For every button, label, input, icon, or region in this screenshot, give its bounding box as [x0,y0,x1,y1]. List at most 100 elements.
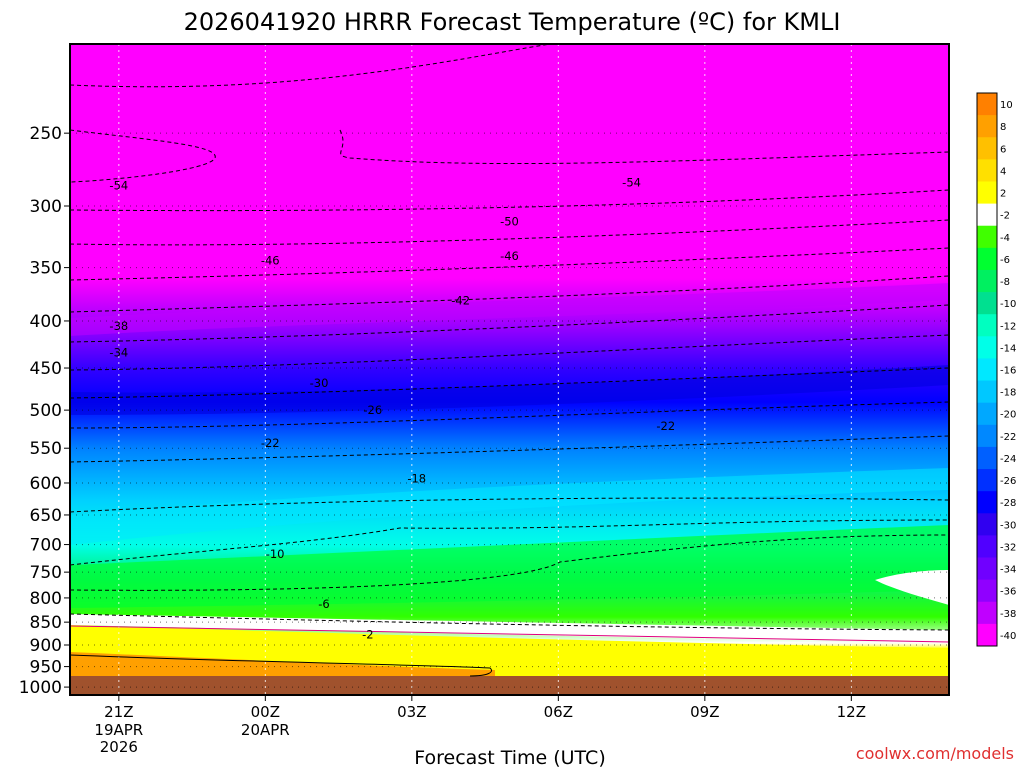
colorbar-swatch [977,292,997,315]
contour-label: -54 [109,179,128,193]
x-tick-sublabel: 2026 [100,738,138,756]
colorbar: 10 8 6 4 2 -2 -4 -6 -8 -10 -12 -14 -16 -18 -20 -22 -24 -2… [976,92,1016,647]
colorbar-label: -10 [1000,299,1016,310]
colorbar-swatch [977,137,997,160]
y-tick-label: 450 [30,359,62,379]
isotherm-line [70,129,949,183]
colorbar-label: -36 [1000,587,1016,598]
colorbar-label: -26 [1000,476,1016,487]
contour-lines [70,44,949,677]
y-tick-label: 750 [30,563,62,583]
colorbar-swatch [977,203,997,227]
orange-near-surface [70,652,495,676]
colorbar-label: -32 [1000,542,1016,553]
x-tick-label: 12Z [837,703,866,721]
isotherm-line [70,497,949,513]
y-axis: 250 300 350 400 450 500 550 600 650 700 750 800 850 9… [19,124,70,698]
colorbar-label: -14 [1000,343,1016,354]
x-tick-label: 09Z [690,703,719,721]
y-tick-label: 350 [30,259,62,279]
contour-label: -54 [622,176,641,190]
isotherm-line-warm [70,654,493,677]
contour-labels: -54 -54 -50 -46 -46 -42 -38 -34 -30 -26 -22 -22 -18 -… [109,176,675,642]
contour-label: -22 [656,419,675,433]
colorbar-label: 6 [1000,144,1006,155]
contour-label: -34 [109,346,128,360]
x-tick-label: 03Z [397,703,426,721]
colorbar-swatch [977,159,997,182]
colorbar-swatch [977,623,997,647]
colorbar-swatch [977,535,997,559]
dark-blue-band [70,365,949,415]
y-tick-label: 500 [30,401,62,421]
isotherm-line [70,367,949,399]
colorbar-label: -34 [1000,565,1016,576]
colorbar-swatch [977,247,997,271]
y-tick-label: 900 [30,636,62,656]
green-band [70,525,949,608]
contour-label: -42 [451,293,470,307]
colorbar-label: -40 [1000,631,1016,642]
freezing-white-pocket [875,570,949,605]
x-tick-label: 00Z [251,703,280,721]
cold-band-upper [70,283,949,336]
contour-label: -2 [362,628,373,642]
credit-text: coolwx.com/models [856,744,1014,763]
x-tick-sublabel: 20APR [241,721,290,739]
contour-label: -46 [500,249,519,263]
x-tick-label: 21Z [104,703,133,721]
isotherm-line [70,219,949,246]
contour-label: -26 [363,403,382,417]
colorbar-label: -12 [1000,321,1016,332]
colorbar-swatch [977,424,997,448]
y-tick-label: 400 [30,312,62,332]
colorbar-label: -8 [1000,277,1010,288]
colorbar-label: -6 [1000,255,1010,266]
colorbar-swatch [977,181,997,205]
y-tick-label: 300 [30,197,62,217]
colorbar-swatch [977,557,997,581]
plot-area: -54 -54 -50 -46 -46 -42 -38 -34 -30 -26 -22 -22 -18 -… [70,44,949,695]
colorbar-label: -18 [1000,388,1016,399]
colorbar-swatch [977,491,997,514]
x-tick-label: 06Z [544,703,573,721]
contour-label: -6 [318,597,329,611]
chart-title: 2026041920 HRRR Forecast Temperature (ºC… [184,8,841,36]
y-tick-label: 700 [30,536,62,556]
y-tick-label: 800 [30,589,62,609]
isotherm-line [70,44,551,88]
isotherm-line [70,613,949,631]
y-tick-label: 250 [30,124,62,144]
colorbar-label: -30 [1000,520,1016,531]
colorbar-swatch [977,402,997,426]
ground-layer [70,676,949,695]
colorbar-label: -2 [1000,211,1010,222]
colorbar-label: -16 [1000,366,1016,377]
colorbar-swatch [977,601,997,625]
colorbar-label: -28 [1000,498,1016,509]
colorbar-swatch [977,446,997,470]
colorbar-swatch [977,314,997,337]
colorbar-swatch [977,336,997,359]
contour-label: -38 [109,319,128,333]
y-tick-label: 1000 [19,678,62,698]
colorbar-label: -4 [1000,233,1010,244]
colorbar-swatch [977,93,997,116]
colorbar-swatch [977,513,997,536]
x-axis-label: Forecast Time (UTC) [414,747,605,768]
colorbar-swatch [977,469,997,492]
colorbar-label: 2 [1000,189,1006,200]
isotherm-line [70,534,949,591]
y-tick-label: 850 [30,613,62,633]
contour-label: -18 [407,471,426,485]
isotherm-line [70,247,949,281]
freezing-white-band [70,614,949,642]
grid-lines [70,44,949,695]
isotherm-line [70,275,949,313]
colorbar-swatch [977,579,997,603]
colorbar-swatch [977,358,997,382]
plot-frame [69,43,950,696]
contour-label: -50 [500,215,519,229]
